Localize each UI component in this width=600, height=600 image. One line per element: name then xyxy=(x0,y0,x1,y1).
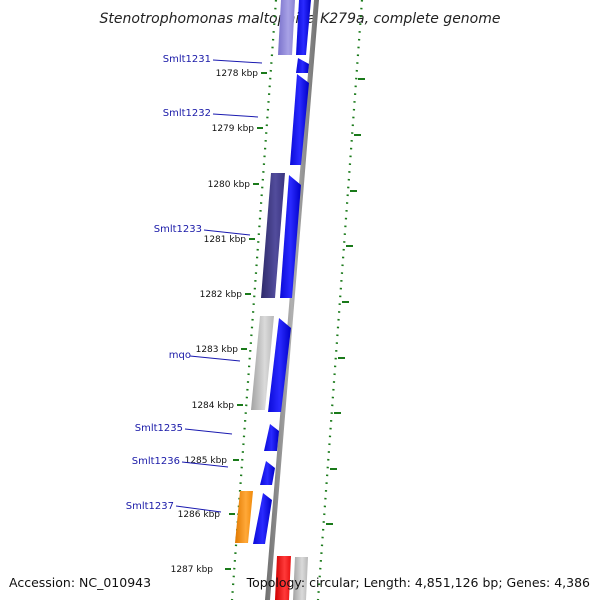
gene-label-smlt1235: Smlt1235 xyxy=(135,423,183,434)
gene-label-mqo: mqo xyxy=(169,350,191,361)
kbp-label-1281: 1281 kbp xyxy=(204,235,247,245)
kbp-label-1283: 1283 kbp xyxy=(196,345,239,355)
kbp-label-1286: 1286 kbp xyxy=(178,510,221,520)
hit-block-purple xyxy=(261,173,285,298)
cds-arrow-smlt1231 xyxy=(296,58,309,73)
cds-arrow-smlt1230 xyxy=(296,0,311,55)
kbp-label-1285: 1285 kbp xyxy=(185,456,228,466)
cds-arrow-smlt1232 xyxy=(290,74,309,165)
kbp-label-1278: 1278 kbp xyxy=(216,69,259,79)
cds-arrow-smlt1233 xyxy=(280,175,301,298)
topology-text: Topology: circular; Length: 4,851,126 bp… xyxy=(246,575,590,590)
gene-label-smlt1232: Smlt1232 xyxy=(163,108,211,119)
gene-label-smlt1231: Smlt1231 xyxy=(163,54,211,65)
kbp-label-1279: 1279 kbp xyxy=(212,124,255,134)
gene-label-smlt1233: Smlt1233 xyxy=(154,224,202,235)
outer-ring-major-ticks xyxy=(326,78,365,525)
kbp-label-1280: 1280 kbp xyxy=(208,180,251,190)
gene-label-smlt1236: Smlt1236 xyxy=(132,456,180,467)
gene-label-leaders xyxy=(175,59,263,513)
accession-text: Accession: NC_010943 xyxy=(9,575,151,590)
similarity-hits-track xyxy=(235,0,308,600)
cds-arrow-smlt1237 xyxy=(253,493,272,544)
kbp-tick-marks xyxy=(225,72,267,570)
outer-ring-dotted xyxy=(316,0,364,600)
genome-backbone xyxy=(265,0,319,600)
cds-arrow-mqo xyxy=(268,318,291,412)
cds-arrow-smlt1236 xyxy=(260,461,275,485)
hit-block-red xyxy=(275,556,291,600)
hit-block-grey xyxy=(251,316,274,410)
cds-arrow-smlt1235 xyxy=(264,424,279,451)
kbp-label-1284: 1284 kbp xyxy=(192,401,235,411)
kbp-label-1287: 1287 kbp xyxy=(171,565,214,575)
hit-block-orange xyxy=(235,491,253,543)
hit-block-grey-2 xyxy=(293,557,308,600)
hit-block-lavender xyxy=(278,0,295,55)
kbp-label-1282: 1282 kbp xyxy=(200,290,243,300)
gene-label-smlt1237: Smlt1237 xyxy=(126,501,174,512)
forward-cds-track xyxy=(253,0,311,544)
